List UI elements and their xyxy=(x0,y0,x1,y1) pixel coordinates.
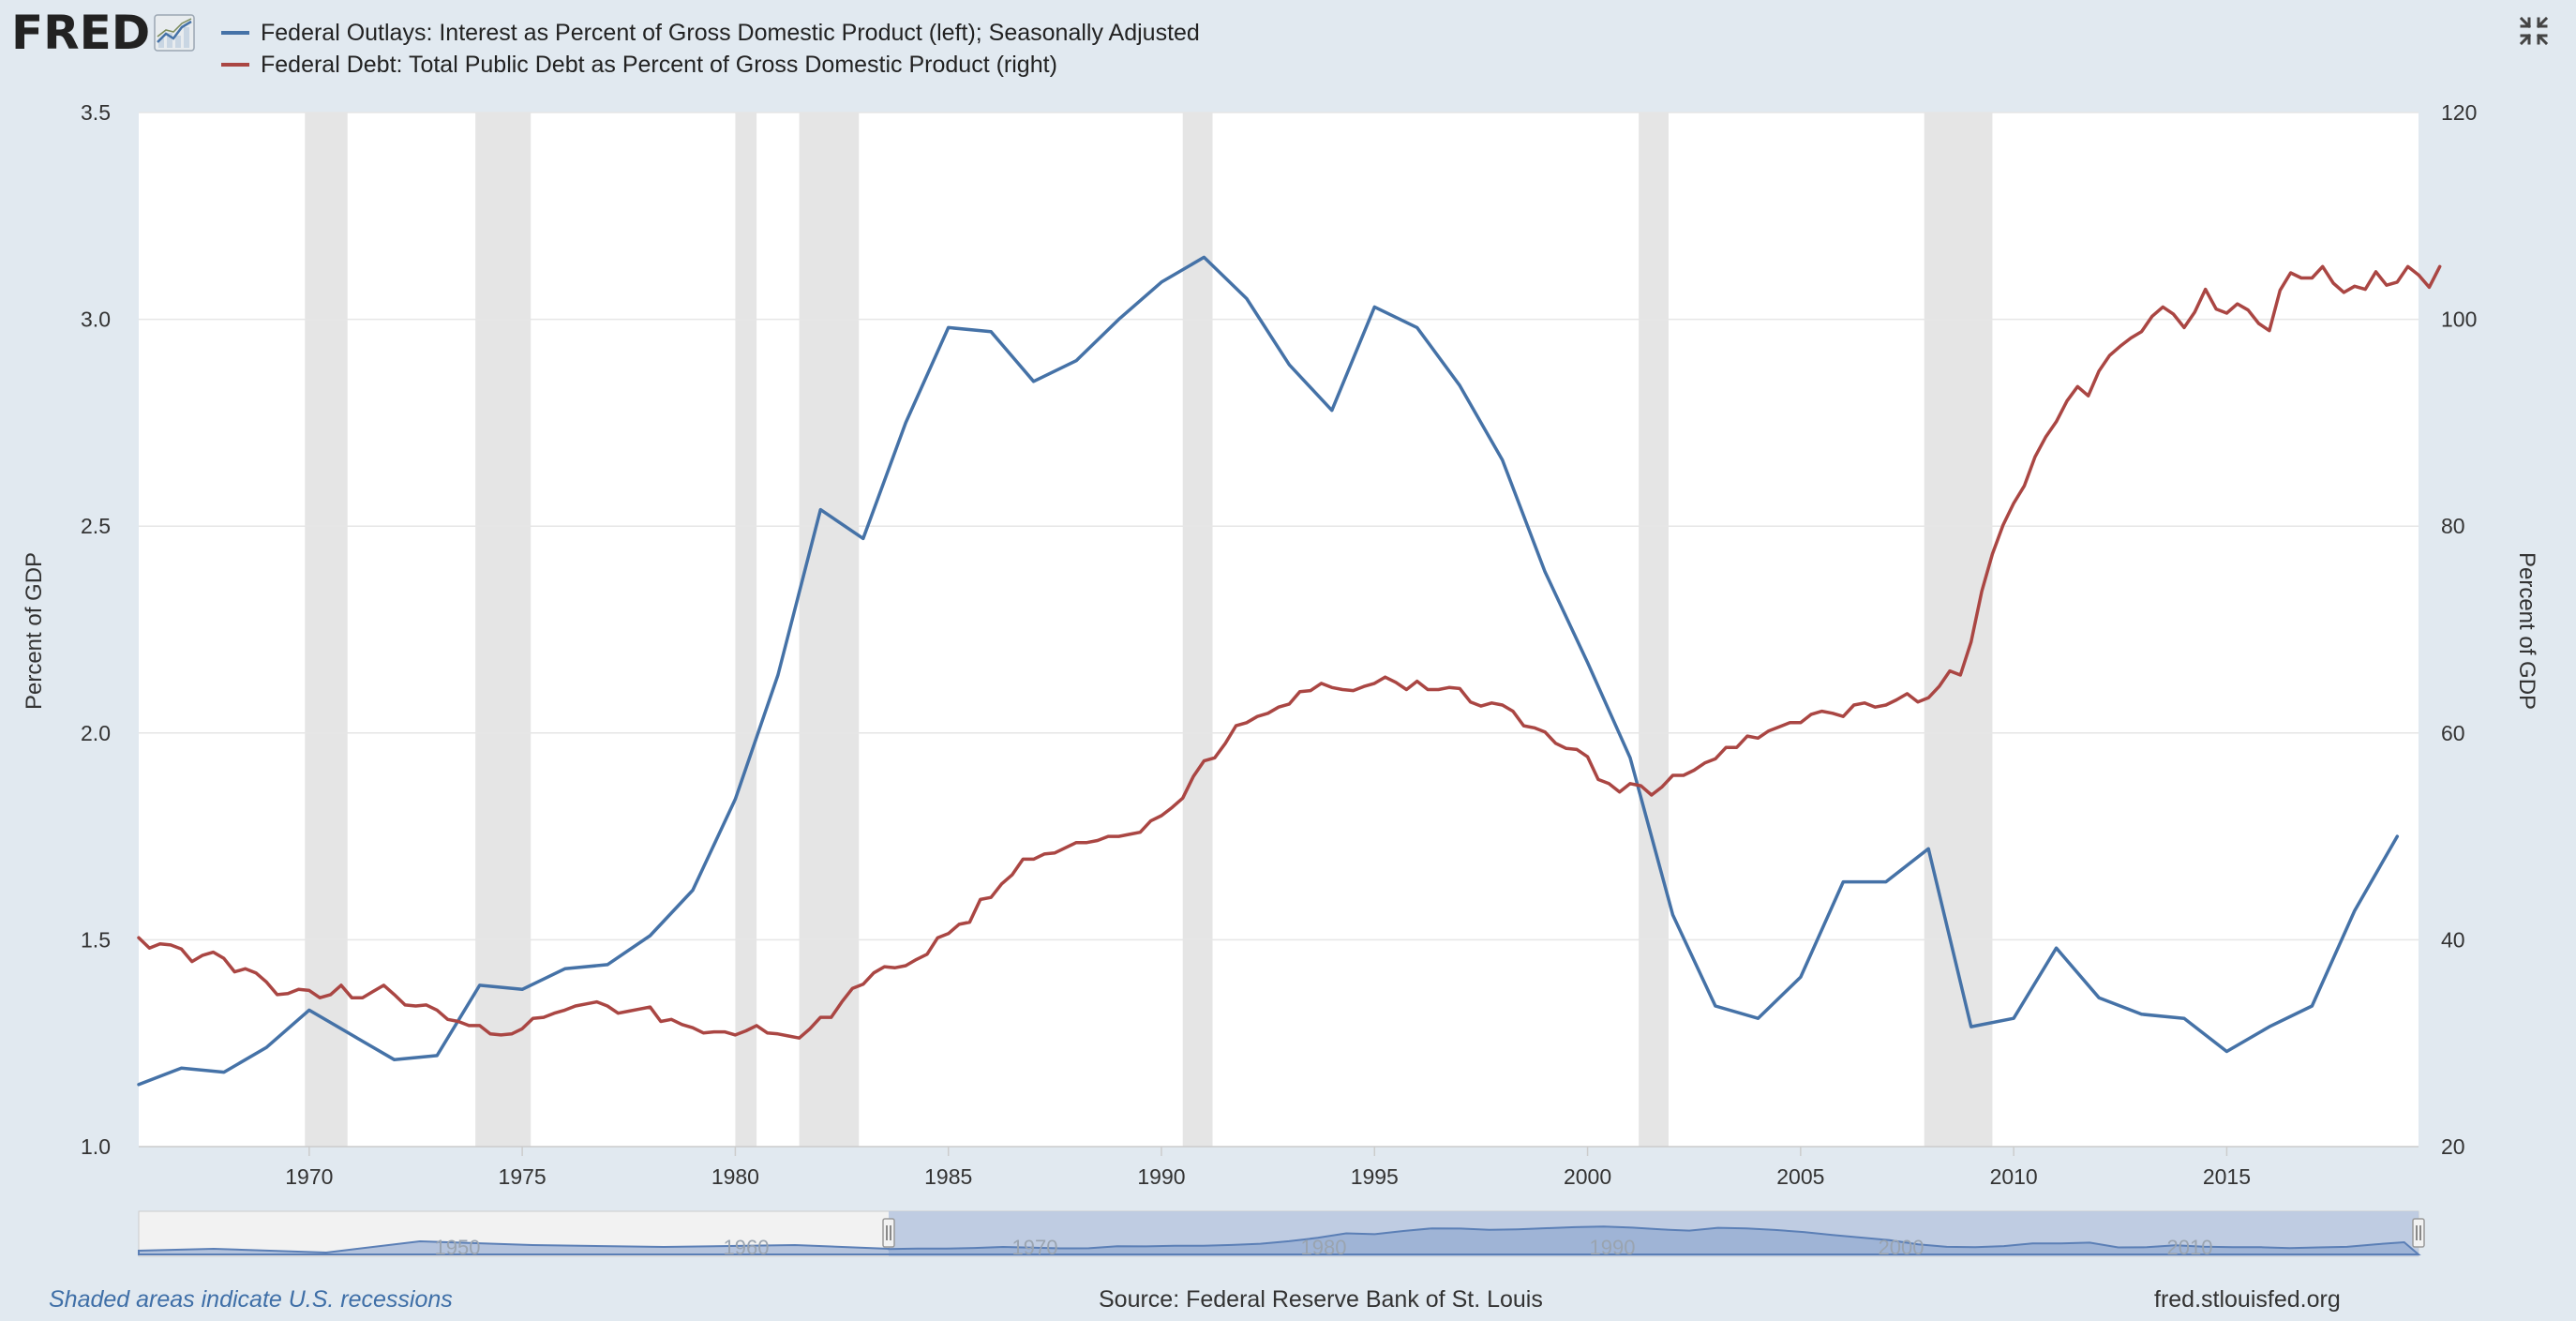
right-axis-title: Percent of GDP xyxy=(2514,552,2539,710)
source-text: Source: Federal Reserve Bank of St. Loui… xyxy=(1099,1286,1543,1313)
x-tick-label: 1980 xyxy=(711,1164,759,1189)
left-tick-label: 1.5 xyxy=(81,927,111,952)
x-tick-label: 1975 xyxy=(499,1164,547,1189)
recession-band xyxy=(799,113,860,1147)
left-tick-label: 1.0 xyxy=(81,1134,111,1159)
left-tick-label: 2.0 xyxy=(81,721,111,745)
logo-text: FRED xyxy=(11,6,151,60)
navigator-label: 2000 xyxy=(1879,1236,1925,1259)
legend-label-interest: Federal Outlays: Interest as Percent of … xyxy=(261,19,1200,46)
recession-band xyxy=(735,113,757,1147)
right-tick-label: 60 xyxy=(2441,721,2465,745)
legend-swatch-interest xyxy=(221,31,249,35)
left-axis-ticks: 1.0 1.5 2.0 2.5 3.0 3.5 xyxy=(81,100,111,1159)
navigator-handle-left[interactable] xyxy=(882,1218,895,1248)
recession-band xyxy=(1182,113,1213,1147)
navigator-handle-right[interactable] xyxy=(2412,1218,2425,1248)
left-tick-label: 3.0 xyxy=(81,308,111,332)
right-axis-ticks: 20 40 60 80 100 120 xyxy=(2441,100,2477,1159)
x-tick-label: 1990 xyxy=(1137,1164,1185,1189)
left-tick-label: 2.5 xyxy=(81,514,111,538)
recession-band xyxy=(1924,113,1993,1147)
right-tick-label: 80 xyxy=(2441,514,2465,538)
recession-band xyxy=(475,113,532,1147)
recession-band xyxy=(1639,113,1669,1147)
x-tick-label: 2010 xyxy=(1990,1164,2038,1189)
navigator-label: 1950 xyxy=(435,1236,481,1259)
range-navigator[interactable]: 1950 1960 1970 1980 1990 2000 2010 xyxy=(138,1210,2425,1259)
x-axis-ticks: 1970 1975 1980 1985 1990 1995 2000 2005 2010 2015 xyxy=(285,1147,2251,1189)
fred-chart-mark-icon xyxy=(154,14,196,52)
recession-shading xyxy=(305,113,1993,1147)
left-tick-label: 3.5 xyxy=(81,100,111,125)
recession-band xyxy=(305,113,348,1147)
legend-swatch-debt xyxy=(221,63,249,67)
navigator-label: 1980 xyxy=(1301,1236,1347,1259)
x-tick-label: 1970 xyxy=(285,1164,333,1189)
series-line-interest[interactable] xyxy=(137,255,2400,1087)
x-tick-label: 2015 xyxy=(2203,1164,2251,1189)
legend-label-debt: Federal Debt: Total Public Debt as Perce… xyxy=(261,51,1057,78)
header: FRED Federal Outlays: Interest as Percen… xyxy=(0,0,2576,103)
series-line-debt[interactable] xyxy=(137,264,2442,1040)
x-tick-label: 1995 xyxy=(1351,1164,1399,1189)
site-link[interactable]: fred.stlouisfed.org xyxy=(2154,1286,2341,1313)
fred-logo[interactable]: FRED xyxy=(11,6,196,60)
right-tick-label: 40 xyxy=(2441,927,2465,952)
grid-lines xyxy=(139,112,2419,1148)
legend-item-debt[interactable]: Federal Debt: Total Public Debt as Perce… xyxy=(221,49,1200,81)
navigator-label: 1960 xyxy=(724,1236,770,1259)
right-tick-label: 100 xyxy=(2441,308,2477,332)
navigator-label: 1990 xyxy=(1590,1236,1636,1259)
left-axis-title: Percent of GDP xyxy=(22,552,47,710)
legend: Federal Outlays: Interest as Percent of … xyxy=(221,17,1200,81)
legend-item-interest[interactable]: Federal Outlays: Interest as Percent of … xyxy=(221,17,1200,49)
x-tick-label: 1985 xyxy=(924,1164,972,1189)
right-tick-label: 120 xyxy=(2441,100,2477,125)
series-layer xyxy=(137,255,2442,1087)
navigator-label: 1970 xyxy=(1012,1236,1058,1259)
right-tick-label: 20 xyxy=(2441,1134,2465,1159)
navigator-series-area xyxy=(138,1225,2421,1255)
x-tick-label: 2005 xyxy=(1776,1164,1824,1189)
recession-note-link[interactable]: Shaded areas indicate U.S. recessions xyxy=(49,1286,453,1313)
x-tick-label: 2000 xyxy=(1564,1164,1611,1189)
navigator-label: 2010 xyxy=(2167,1236,2213,1259)
collapse-arrows-icon[interactable] xyxy=(2518,15,2550,47)
